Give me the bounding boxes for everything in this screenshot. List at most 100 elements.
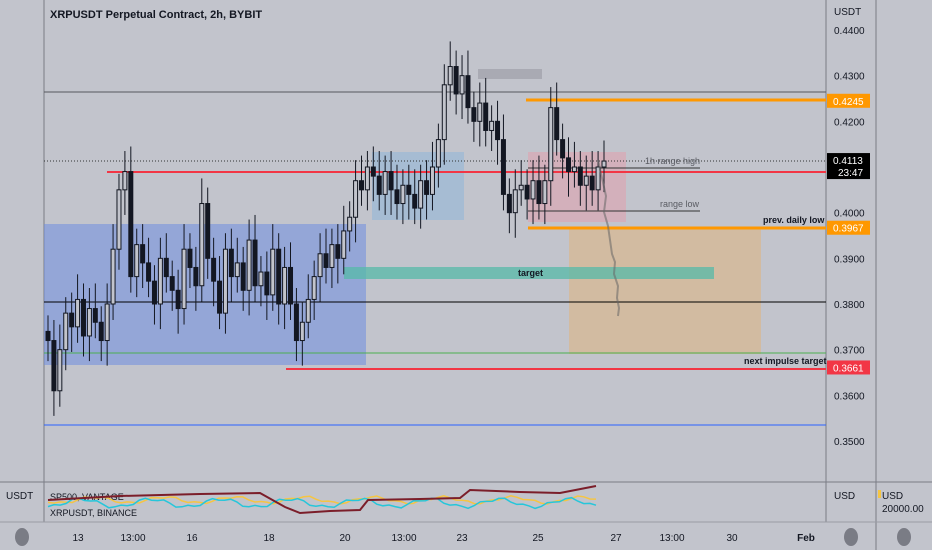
projection-zone[interactable] bbox=[569, 228, 761, 354]
candle-body[interactable] bbox=[51, 340, 57, 392]
candle-body[interactable] bbox=[110, 248, 116, 305]
candle-body[interactable] bbox=[566, 157, 572, 173]
candle-body[interactable] bbox=[518, 184, 524, 191]
candle-body[interactable] bbox=[181, 248, 187, 310]
candle-body[interactable] bbox=[57, 349, 63, 392]
candle-body[interactable] bbox=[323, 253, 329, 268]
candle-body[interactable] bbox=[122, 171, 128, 191]
candle-body[interactable] bbox=[571, 166, 577, 173]
candle-body[interactable] bbox=[483, 102, 489, 131]
candle-body[interactable] bbox=[288, 266, 294, 305]
candle-body[interactable] bbox=[441, 84, 447, 141]
candle-body[interactable] bbox=[282, 266, 288, 305]
candle-body[interactable] bbox=[542, 180, 548, 205]
candle-body[interactable] bbox=[317, 253, 323, 278]
candle-body[interactable] bbox=[157, 257, 163, 305]
candle-body[interactable] bbox=[601, 160, 607, 168]
candle-body[interactable] bbox=[453, 66, 459, 95]
candle-body[interactable] bbox=[447, 66, 453, 86]
scroll-left-handle[interactable] bbox=[15, 528, 29, 546]
candle-body[interactable] bbox=[140, 244, 146, 264]
candle-body[interactable] bbox=[353, 180, 359, 218]
candle-body[interactable] bbox=[63, 312, 69, 351]
candle-body[interactable] bbox=[477, 102, 483, 122]
candle-body[interactable] bbox=[554, 107, 560, 141]
candle-body[interactable] bbox=[104, 303, 110, 342]
candle-body[interactable] bbox=[595, 166, 601, 191]
candle-body[interactable] bbox=[506, 193, 512, 214]
candle-body[interactable] bbox=[175, 289, 181, 310]
candle-body[interactable] bbox=[406, 184, 412, 195]
candle-body[interactable] bbox=[217, 280, 223, 314]
candle-body[interactable] bbox=[193, 266, 199, 287]
candle-body[interactable] bbox=[199, 203, 205, 287]
candle-body[interactable] bbox=[358, 180, 364, 191]
candle-body[interactable] bbox=[116, 189, 122, 250]
candle-body[interactable] bbox=[341, 230, 347, 259]
candle-body[interactable] bbox=[146, 262, 152, 282]
candle-body[interactable] bbox=[163, 257, 169, 278]
target-zone[interactable] bbox=[344, 267, 714, 279]
candle-body[interactable] bbox=[347, 216, 353, 232]
candle-body[interactable] bbox=[388, 171, 394, 191]
candle-body[interactable] bbox=[589, 175, 595, 191]
candles-group[interactable] bbox=[45, 41, 607, 416]
candle-body[interactable] bbox=[583, 175, 589, 186]
candle-body[interactable] bbox=[435, 139, 441, 168]
range-zone[interactable] bbox=[44, 224, 366, 365]
candle-body[interactable] bbox=[258, 271, 264, 287]
candle-body[interactable] bbox=[293, 303, 299, 342]
candle-body[interactable] bbox=[305, 298, 311, 323]
candle-body[interactable] bbox=[530, 180, 536, 200]
candle-body[interactable] bbox=[240, 262, 246, 291]
candle-body[interactable] bbox=[252, 239, 258, 287]
settings-handle[interactable] bbox=[897, 528, 911, 546]
candle-body[interactable] bbox=[169, 276, 175, 291]
candle-body[interactable] bbox=[548, 107, 554, 182]
candle-body[interactable] bbox=[211, 257, 217, 282]
candle-body[interactable] bbox=[205, 203, 211, 259]
candle-body[interactable] bbox=[370, 166, 376, 177]
candle-body[interactable] bbox=[187, 248, 193, 268]
candle-body[interactable] bbox=[471, 107, 477, 122]
candle-body[interactable] bbox=[264, 271, 270, 296]
candle-body[interactable] bbox=[400, 184, 406, 205]
candle-body[interactable] bbox=[364, 166, 370, 191]
candle-body[interactable] bbox=[465, 75, 471, 109]
candle-body[interactable] bbox=[246, 239, 252, 291]
candle-body[interactable] bbox=[75, 298, 81, 328]
candle-body[interactable] bbox=[459, 75, 465, 95]
candle-body[interactable] bbox=[512, 189, 518, 214]
candle-body[interactable] bbox=[495, 120, 501, 141]
candle-body[interactable] bbox=[500, 139, 506, 195]
candle-body[interactable] bbox=[382, 171, 388, 195]
candle-body[interactable] bbox=[151, 280, 157, 305]
candle-body[interactable] bbox=[276, 248, 282, 305]
candle-body[interactable] bbox=[560, 139, 566, 159]
candle-body[interactable] bbox=[418, 180, 424, 209]
candle-body[interactable] bbox=[394, 189, 400, 205]
candle-body[interactable] bbox=[234, 262, 240, 278]
candle-body[interactable] bbox=[329, 244, 335, 268]
candle-body[interactable] bbox=[299, 321, 305, 342]
candle-body[interactable] bbox=[222, 248, 228, 314]
candle-body[interactable] bbox=[412, 193, 418, 209]
candle-body[interactable] bbox=[45, 330, 51, 342]
candle-body[interactable] bbox=[311, 276, 317, 300]
candle-body[interactable] bbox=[536, 180, 542, 205]
candle-body[interactable] bbox=[524, 184, 530, 200]
candle-body[interactable] bbox=[335, 244, 341, 259]
candle-body[interactable] bbox=[489, 120, 495, 131]
candle-body[interactable] bbox=[429, 166, 435, 195]
scroll-right-handle[interactable] bbox=[844, 528, 858, 546]
candle-body[interactable] bbox=[128, 171, 134, 278]
candle-body[interactable] bbox=[270, 248, 276, 296]
candle-body[interactable] bbox=[134, 244, 140, 278]
candle-body[interactable] bbox=[228, 248, 234, 278]
candle-body[interactable] bbox=[92, 308, 98, 323]
candle-body[interactable] bbox=[376, 175, 382, 195]
candle-body[interactable] bbox=[577, 166, 583, 186]
candle-body[interactable] bbox=[98, 321, 104, 342]
time-axis[interactable]: 13 13:00 16 18 20 13:00 23 25 27 13:00 30 Feb bbox=[72, 533, 814, 544]
